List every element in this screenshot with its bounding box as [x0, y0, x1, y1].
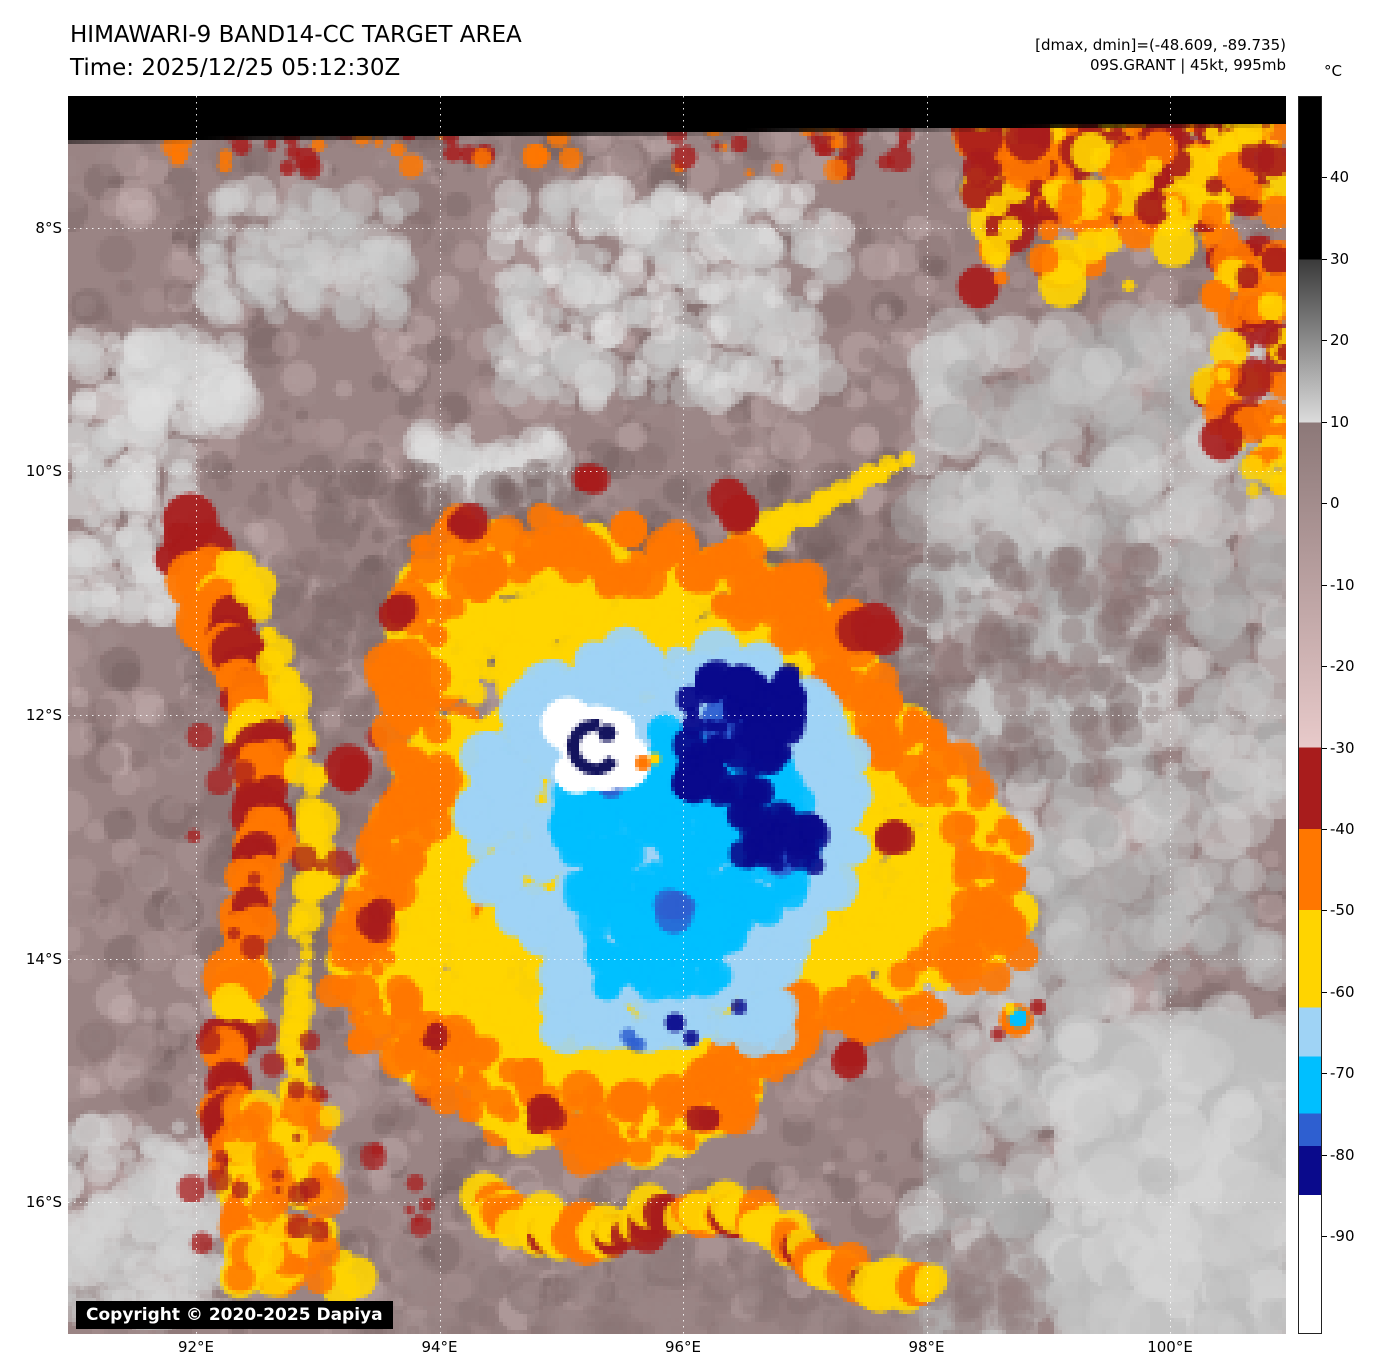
- colorbar-tick-label: -30: [1330, 738, 1355, 757]
- colorbar-tick-label: -40: [1330, 820, 1355, 839]
- lat-tick-label: 12°S: [25, 706, 62, 724]
- colorbar-tick-label: -50: [1330, 901, 1355, 920]
- lon-tick-label: 98°E: [908, 1338, 945, 1356]
- longitude-axis: 92°E 94°E 96°E 98°E 100°E: [68, 1338, 1286, 1358]
- lon-tick-label: 96°E: [664, 1338, 702, 1356]
- colorbar-tick-mark: [1322, 829, 1327, 831]
- colorbar-tick-label: 10: [1330, 412, 1350, 431]
- lat-tick-label: 8°S: [35, 218, 62, 237]
- colorbar-tick-mark: [1322, 1236, 1327, 1238]
- colorbar-tick-label: 20: [1330, 331, 1350, 350]
- colorbar-tick-mark: [1322, 177, 1327, 179]
- lat-tick-label: 16°S: [25, 1193, 62, 1211]
- colorbar-tick-mark: [1322, 1073, 1327, 1075]
- colorbar-tick-label: -90: [1330, 1227, 1355, 1246]
- colorbar-tick-label: 40: [1330, 168, 1350, 187]
- colorbar-tick-mark: [1322, 910, 1327, 912]
- colorbar-tick-mark: [1322, 421, 1327, 423]
- colorbar-tick-label: -80: [1330, 1145, 1355, 1164]
- colorbar-unit-label: °C: [1324, 62, 1342, 80]
- product-time: Time: 2025/12/25 05:12:30Z: [70, 55, 401, 81]
- colorbar-tick-label: 30: [1330, 249, 1350, 268]
- colorbar-ticks: 40 30 20 10 0 -10 -20 -30 -40 -50 -60 -70 -80 -90: [1330, 96, 1388, 1334]
- colorbar-tick-mark: [1322, 340, 1327, 342]
- colorbar-tick-mark: [1322, 1154, 1327, 1156]
- colorbar-tick-mark: [1322, 258, 1327, 260]
- colorbar-tick-mark: [1322, 747, 1327, 749]
- colorbar-tick-label: -60: [1330, 982, 1355, 1001]
- colorbar: [1298, 96, 1322, 1334]
- colorbar-tick-mark: [1322, 991, 1327, 993]
- colorbar-tick-label: -70: [1330, 1064, 1355, 1083]
- lon-tick-label: 92°E: [177, 1338, 215, 1356]
- colorbar-tick-label: -10: [1330, 575, 1355, 594]
- lon-tick-label: 100°E: [1147, 1338, 1193, 1356]
- lat-tick-label: 10°S: [25, 462, 62, 481]
- colorbar-tick-label: 0: [1330, 494, 1340, 513]
- dmax-dmin-label: [dmax, dmin]=(-48.609, -89.735): [1035, 36, 1286, 54]
- colorbar-tick-label: -20: [1330, 657, 1355, 676]
- storm-info-label: 09S.GRANT | 45kt, 995mb: [1089, 56, 1286, 74]
- satellite-canvas: [68, 96, 1286, 1334]
- product-title: HIMAWARI-9 BAND14-CC TARGET AREA: [70, 22, 522, 48]
- lon-tick-label: 94°E: [421, 1338, 458, 1356]
- colorbar-tick-mark: [1322, 503, 1327, 505]
- lat-tick-label: 14°S: [25, 949, 62, 968]
- satellite-map: Copyright © 2020-2025 Dapiya: [68, 96, 1286, 1334]
- colorbar-tick-mark: [1322, 666, 1327, 668]
- copyright-badge: Copyright © 2020-2025 Dapiya: [76, 1301, 393, 1329]
- colorbar-tick-mark: [1322, 584, 1327, 586]
- latitude-axis: 8°S 10°S 12°S 14°S 16°S: [0, 96, 62, 1334]
